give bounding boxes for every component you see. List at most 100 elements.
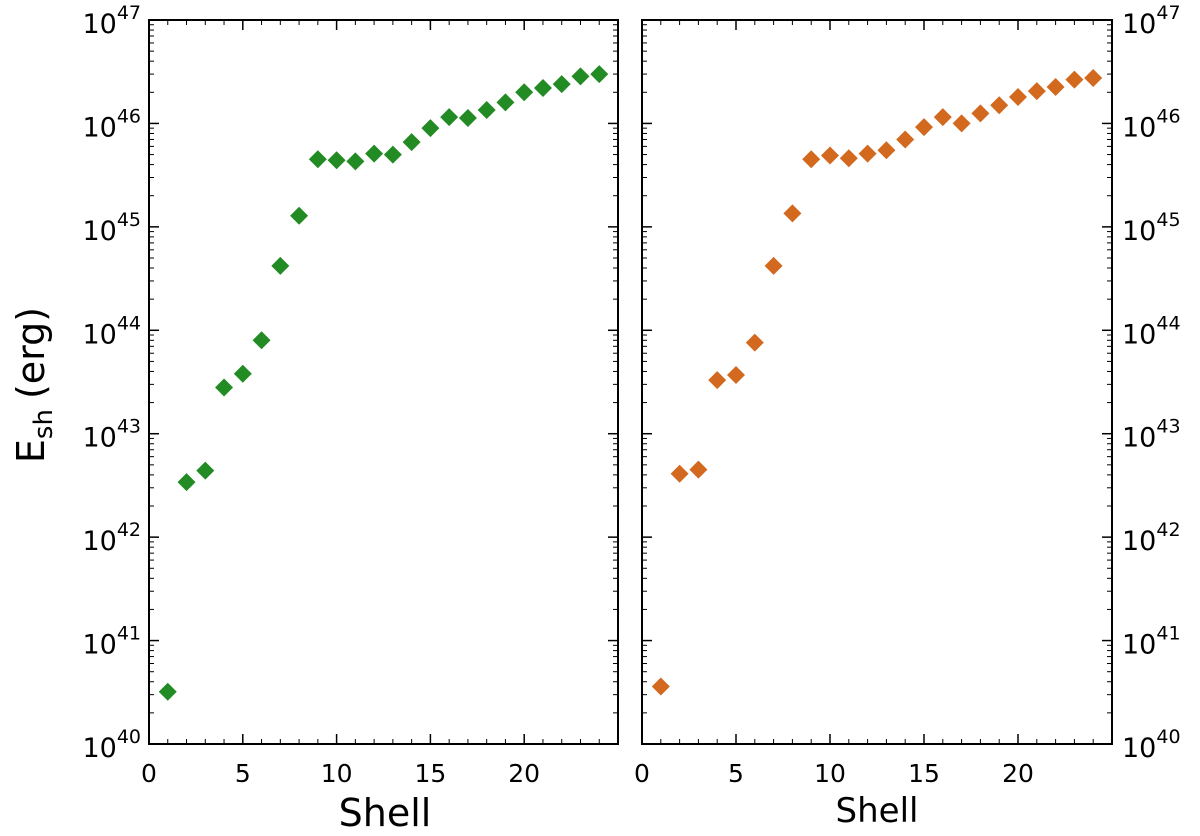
data-point — [571, 67, 590, 86]
x-tick-label: 5 — [235, 759, 251, 788]
y-tick-label: 1044 — [1122, 312, 1181, 350]
x-axis-title-left: Shell — [339, 791, 432, 835]
data-point — [383, 145, 402, 164]
y-tick-base: 10 — [1122, 526, 1156, 557]
y-tick-base: 10 — [82, 216, 116, 247]
data-point — [590, 65, 609, 84]
y-tick-exponent: 46 — [1156, 105, 1180, 127]
data-point — [215, 378, 234, 397]
plot-frame — [641, 19, 1113, 745]
y-tick-base: 10 — [1122, 216, 1156, 247]
data-point — [915, 118, 933, 137]
y-tick-label: 1040 — [1122, 726, 1181, 764]
data-point — [727, 365, 745, 384]
y-tick-base: 10 — [1122, 630, 1156, 661]
data-point — [651, 677, 670, 696]
y-tick-label: 1040 — [82, 726, 141, 764]
plot-frame — [148, 19, 619, 745]
data-point — [477, 100, 496, 119]
x-tick-label: 10 — [321, 759, 353, 788]
y-axis-title-unit: (erg) — [9, 307, 53, 399]
data-point — [327, 151, 346, 170]
data-point — [308, 150, 327, 169]
data-point — [252, 331, 271, 350]
x-tick-label: 20 — [508, 759, 540, 788]
data-point — [196, 461, 215, 480]
data-point — [896, 130, 915, 149]
y-tick-exponent: 41 — [117, 623, 141, 645]
data-point — [858, 144, 877, 163]
y-tick-label: 1042 — [82, 519, 141, 557]
y-tick-exponent: 40 — [117, 726, 141, 748]
x-tick-label: 5 — [728, 759, 744, 788]
data-point — [971, 104, 990, 123]
y-tick-base: 10 — [1122, 319, 1156, 350]
y-tick-base: 10 — [82, 526, 116, 557]
y-tick-label: 1047 — [82, 2, 141, 40]
data-point — [1009, 88, 1027, 107]
y-tick-label: 1043 — [1122, 416, 1181, 454]
y-tick-base: 10 — [82, 9, 116, 40]
y-tick-label: 1045 — [82, 209, 141, 247]
y-tick-label: 1041 — [82, 623, 141, 661]
y-tick-exponent: 46 — [117, 105, 141, 127]
data-point — [1027, 82, 1046, 101]
y-tick-label: 1043 — [82, 416, 141, 454]
y-tick-exponent: 44 — [1156, 312, 1180, 334]
data-point — [440, 108, 459, 127]
y-tick-label: 1047 — [1122, 2, 1181, 40]
y-tick-exponent: 45 — [117, 209, 141, 231]
y-tick-exponent: 42 — [1156, 519, 1180, 541]
y-tick-base: 10 — [82, 319, 116, 350]
data-point — [271, 256, 290, 275]
y-tick-label: 1041 — [1122, 623, 1181, 661]
data-point — [708, 371, 727, 390]
y-tick-base: 10 — [1122, 9, 1156, 40]
data-point — [689, 460, 708, 479]
data-point — [821, 146, 839, 165]
y-tick-exponent: 42 — [117, 519, 141, 541]
x-tick-label: 10 — [814, 759, 846, 788]
x-tick-label: 15 — [908, 759, 940, 788]
y-axis-title: Esh (erg) — [9, 307, 59, 463]
y-tick-base: 10 — [1122, 112, 1156, 143]
y-tick-label: 1042 — [1122, 519, 1181, 557]
data-point — [421, 119, 440, 138]
y-tick-exponent: 43 — [1156, 416, 1180, 438]
data-point — [346, 152, 365, 171]
data-point — [952, 114, 971, 133]
x-tick-label: 15 — [414, 759, 446, 788]
data-point — [177, 473, 196, 492]
data-point — [802, 150, 821, 169]
y-tick-exponent: 47 — [117, 2, 141, 24]
y-tick-label: 1046 — [1122, 105, 1181, 143]
y-tick-exponent: 47 — [1156, 2, 1180, 24]
data-point — [552, 75, 571, 94]
y-tick-base: 10 — [82, 423, 116, 454]
y-tick-label: 1045 — [1122, 209, 1181, 247]
y-tick-exponent: 41 — [1156, 623, 1180, 645]
data-point — [515, 83, 534, 102]
data-point — [290, 206, 309, 225]
x-tick-label: 0 — [634, 759, 650, 788]
y-tick-exponent: 44 — [117, 312, 141, 334]
data-point — [990, 96, 1009, 115]
data-point — [402, 133, 421, 152]
data-point — [877, 141, 896, 160]
y-tick-base: 10 — [1122, 733, 1156, 764]
data-point — [783, 204, 802, 223]
y-tick-base: 10 — [1122, 423, 1156, 454]
y-tick-base: 10 — [82, 733, 116, 764]
x-axis-title-right: Shell — [836, 791, 919, 831]
data-point — [745, 333, 764, 352]
data-point — [670, 464, 689, 483]
y-tick-exponent: 43 — [117, 416, 141, 438]
data-point — [1084, 68, 1103, 87]
data-point — [933, 108, 952, 127]
data-point — [496, 93, 515, 112]
x-tick-label: 0 — [141, 759, 157, 788]
y-tick-exponent: 45 — [1156, 209, 1180, 231]
y-tick-base: 10 — [82, 630, 116, 661]
